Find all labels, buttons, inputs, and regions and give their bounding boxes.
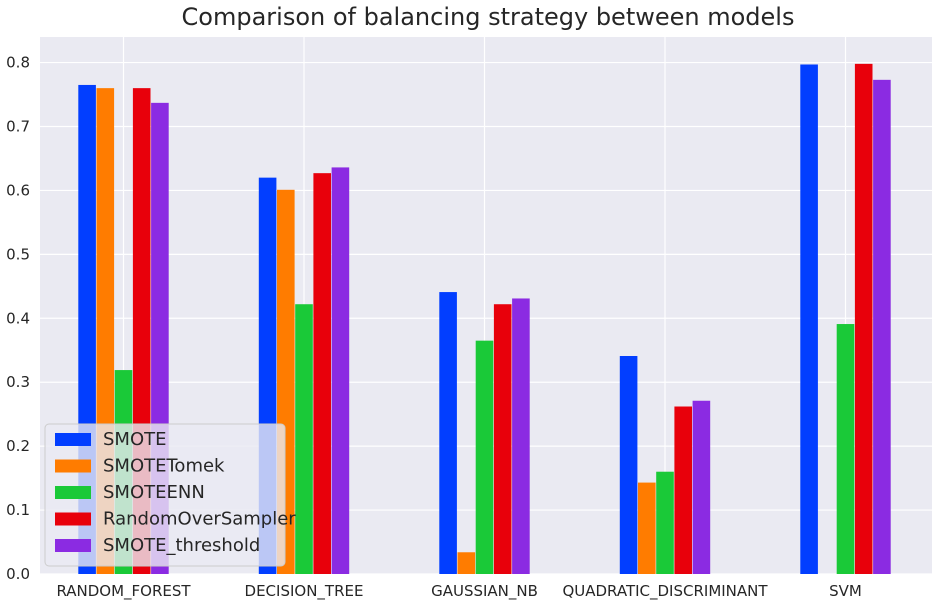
bar-smote-threshold-quadratic-discriminant xyxy=(692,400,711,574)
legend-swatch xyxy=(55,539,91,552)
legend-swatch xyxy=(55,486,91,499)
bar-smote-threshold-gaussian-nb xyxy=(512,298,530,574)
legend-box xyxy=(44,423,286,567)
x-tick-label: QUADRATIC_DISCRIMINANT xyxy=(562,582,768,601)
y-tick-label: 0.8 xyxy=(6,54,30,72)
legend-label: SMOTE xyxy=(103,429,167,450)
chart-title: Comparison of balancing strategy between… xyxy=(182,3,795,31)
x-tick-label: SVM xyxy=(829,582,862,600)
bar-smotetomek-gaussian-nb xyxy=(457,552,476,574)
legend-swatch xyxy=(55,433,91,446)
y-tick-label: 0.4 xyxy=(6,309,30,327)
x-axis-ticks: RANDOM_FOREST DECISION_TREE GAUSSIAN_NB QUA… xyxy=(56,582,861,601)
y-tick-label: 0.5 xyxy=(6,245,30,263)
y-tick-label: 0.6 xyxy=(6,181,30,199)
y-tick-label: 0.2 xyxy=(6,437,30,455)
bar-smoteenn-quadratic-discriminant xyxy=(656,471,674,574)
y-axis-ticks: 0.0 0.1 0.2 0.3 0.4 0.5 0.6 0.7 0.8 xyxy=(6,54,30,583)
bar-smoteenn-svm xyxy=(836,324,855,574)
bar-randomoversampler-quadratic-discriminant xyxy=(674,406,692,574)
legend-label: SMOTETomek xyxy=(103,456,225,477)
legend: SMOTE SMOTETomek SMOTEENN RandomOverSampler… xyxy=(44,423,296,567)
legend-label: RandomOverSampler xyxy=(103,509,296,530)
bar-smote-threshold-decision-tree xyxy=(331,167,350,574)
bar-smote-svm xyxy=(800,64,818,574)
bar-randomoversampler-svm xyxy=(854,63,873,574)
legend-swatch xyxy=(55,512,91,526)
y-tick-label: 0.0 xyxy=(6,565,30,583)
x-tick-label: RANDOM_FOREST xyxy=(56,582,191,601)
bar-smote-gaussian-nb xyxy=(439,292,457,574)
legend-swatch xyxy=(55,459,91,473)
bar-smote-quadratic-discriminant xyxy=(619,356,638,574)
y-tick-label: 0.3 xyxy=(6,373,30,391)
y-tick-label: 0.7 xyxy=(6,118,30,136)
bar-randomoversampler-gaussian-nb xyxy=(493,304,512,574)
bar-randomoversampler-decision-tree xyxy=(313,173,331,575)
x-tick-label: DECISION_TREE xyxy=(245,582,364,601)
bar-smote-threshold-svm xyxy=(873,79,891,574)
bar-smoteenn-decision-tree xyxy=(295,304,313,574)
bars xyxy=(78,63,891,575)
legend-label: SMOTEENN xyxy=(103,482,205,503)
x-tick-label: GAUSSIAN_NB xyxy=(431,582,538,601)
legend-label: SMOTE_threshold xyxy=(103,535,260,556)
y-tick-label: 0.1 xyxy=(6,501,30,519)
bar-smoteenn-gaussian-nb xyxy=(475,340,494,574)
bar-smotetomek-quadratic-discriminant xyxy=(638,482,656,574)
